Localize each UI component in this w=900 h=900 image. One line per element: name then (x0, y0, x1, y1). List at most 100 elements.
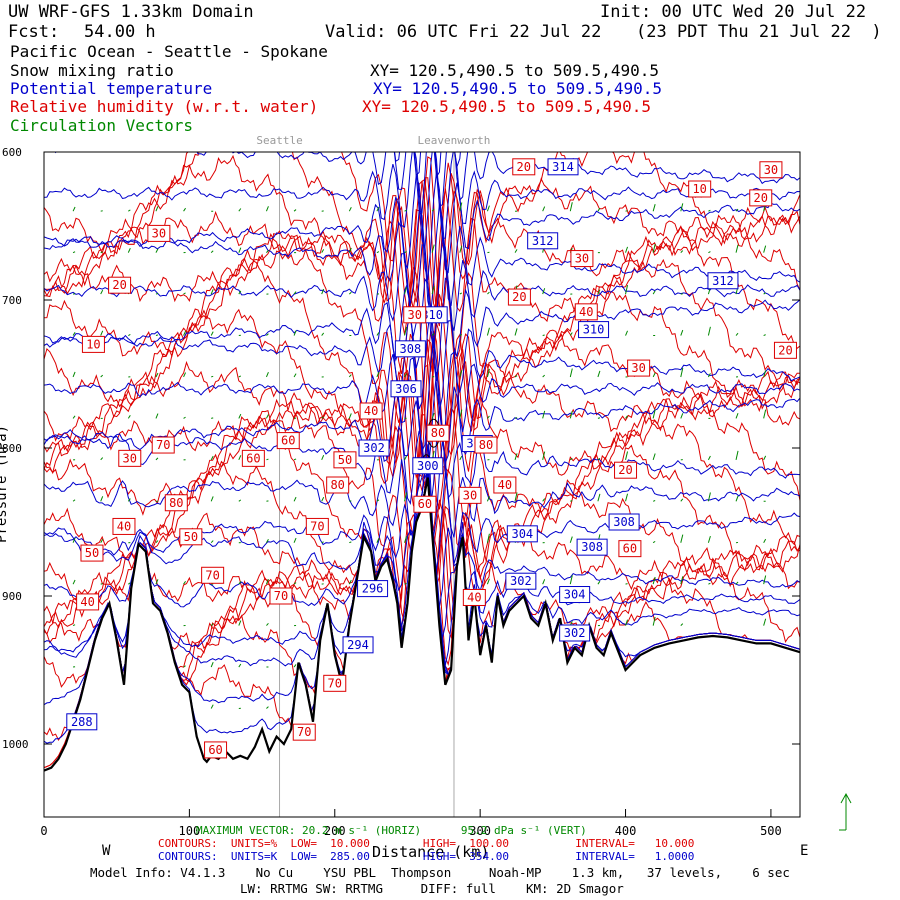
label-text: 10 (692, 182, 706, 196)
label-text: 20 (517, 160, 531, 174)
terrain-line (43, 477, 801, 772)
label-text: 20 (512, 290, 526, 304)
rh-label-36: 70 (323, 674, 347, 692)
label-box (608, 513, 640, 531)
rh-contour-5 (44, 230, 800, 441)
rh-label-38: 60 (204, 741, 228, 759)
rh-label-9: 30 (403, 306, 427, 324)
vector-138 (404, 373, 407, 378)
rh-contour-lines (44, 152, 800, 769)
vector-68 (238, 247, 242, 253)
vector-169 (486, 578, 490, 585)
vector-93 (293, 209, 297, 212)
label-box (412, 457, 444, 475)
vector-201 (597, 207, 601, 212)
rh-label-27: 40 (112, 517, 136, 535)
label-box (462, 588, 486, 606)
vector-106 (321, 249, 325, 253)
field-theta-xy: XY= 120.5,490.5 to 509.5,490.5 (373, 79, 662, 98)
west-label: W (102, 843, 111, 859)
label-text: 302 (564, 626, 586, 640)
vector-230 (652, 500, 656, 502)
vector-134 (404, 209, 407, 212)
vector-154 (459, 292, 463, 295)
vector-270 (763, 409, 767, 419)
vector-252 (707, 492, 711, 502)
vector-196 (569, 457, 573, 461)
rh-label-18: 30 (118, 449, 142, 467)
label-text: 40 (117, 519, 131, 533)
y-tick-label-4: 1000 (2, 738, 29, 751)
vector-140 (404, 455, 408, 461)
label-box (570, 250, 594, 268)
label-box (426, 424, 450, 442)
vector-66 (210, 704, 214, 709)
y-tick-label-0: 600 (2, 146, 22, 159)
vector-210 (597, 580, 601, 585)
vector-203 (597, 289, 601, 295)
vector-60 (210, 455, 214, 461)
label-box (151, 436, 175, 454)
model-info-physics: LW: RRTMG SW: RRTMG DIFF: full KM: 2D Sm… (240, 881, 624, 896)
vector-62 (210, 540, 214, 544)
label-box (576, 538, 608, 556)
label-box (326, 476, 350, 494)
vector-241 (680, 498, 684, 502)
vector-61 (210, 496, 214, 502)
location-label-1: Leavenworth (418, 134, 491, 147)
theta-label-12: 308 (576, 538, 608, 556)
vector-102 (293, 582, 297, 585)
theta-contour-11 (44, 308, 800, 411)
label-box (403, 306, 427, 324)
label-text: 70 (274, 589, 288, 603)
vector-123 (349, 541, 352, 544)
vector-96 (293, 330, 297, 336)
theta-label-4: 310 (578, 321, 610, 339)
vector-100 (293, 496, 297, 502)
vector-38 (155, 457, 159, 461)
vector-46 (183, 372, 187, 378)
vector-0 (72, 206, 76, 212)
label-text: 308 (581, 540, 603, 554)
vector-71 (238, 375, 242, 378)
vector-180 (542, 206, 546, 212)
label-box (323, 674, 347, 692)
rh-contour-20 (44, 474, 800, 769)
vector-194 (569, 368, 573, 378)
label-text: 30 (152, 226, 166, 240)
label-text: 20 (754, 191, 768, 205)
theta-label-0: 314 (547, 158, 579, 176)
theta-contour-22 (44, 0, 800, 49)
label-text: 306 (395, 382, 417, 396)
vector-164 (486, 368, 490, 378)
vector-92 (266, 706, 269, 709)
theta-label-14: 304 (559, 586, 591, 604)
location-label-0: Seattle (256, 134, 302, 147)
vector-231 (652, 540, 656, 544)
terrain-profile (43, 477, 801, 772)
theta-label-16: 302 (559, 624, 591, 642)
theta-contour-info: CONTOURS: UNITS=K LOW= 285.00 HIGH= 354.… (158, 850, 694, 863)
vector-108 (321, 332, 325, 336)
vector-125 (376, 206, 380, 212)
theta-contour-17 (153, 152, 800, 214)
label-text: 70 (297, 725, 311, 739)
vector-184 (542, 374, 546, 378)
label-text: 308 (400, 342, 422, 356)
theta-contour-6 (44, 466, 800, 571)
label-box (759, 161, 783, 179)
vector-14 (100, 289, 104, 295)
rh-label-7: 20 (507, 288, 531, 306)
vector-197 (570, 500, 573, 502)
vector-264 (735, 581, 739, 585)
vector-129 (376, 371, 380, 378)
label-box (773, 341, 797, 359)
label-box (394, 340, 426, 358)
theta-contour-21 (44, 0, 800, 87)
rh-label-23: 40 (493, 476, 517, 494)
vector-271 (763, 455, 767, 461)
label-text: 10 (86, 337, 100, 351)
vector-10 (72, 624, 76, 627)
label-text: 70 (310, 519, 324, 533)
vector-8 (72, 537, 76, 543)
